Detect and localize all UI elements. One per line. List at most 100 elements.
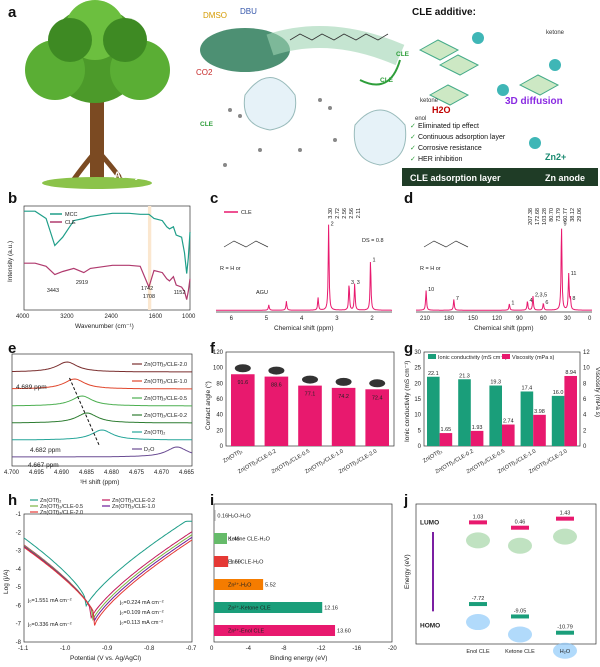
peak-annotation: 2919 (76, 280, 88, 286)
legend-label: Zn(OTf)₂/CLE-2.0 (40, 510, 83, 516)
lumo-level (556, 516, 574, 521)
diffusion-label: 3D diffusion (505, 96, 563, 107)
homo-level (469, 602, 487, 607)
peak-annotation: 1742 (141, 286, 153, 292)
bar-conductivity (427, 376, 440, 446)
droplet-image (369, 379, 386, 388)
y2-tick-label: 2 (583, 428, 587, 434)
nmr-trace (12, 446, 193, 458)
chart-g-conductivity-viscosity: 0 5 10 15 20 25 30 0 2 4 6 8 10 12 22.1 1.65 Zn(OTf)₂ 21.… (404, 350, 600, 475)
structure-sketch (423, 240, 469, 248)
r-label: R = H or (420, 266, 441, 272)
panel-a: a Keto-enol tautomerism Fully biobased W… (0, 0, 600, 190)
bar-value-label: 1.46 (229, 537, 240, 543)
y2-tick-label: 12 (583, 350, 590, 356)
legend-label: Zn(OTf)₂/CLE-1.0 (112, 504, 155, 510)
bar-value-label: 8.94 (565, 370, 576, 376)
check-2: Continuous adsorption layer (418, 134, 506, 141)
bar-value-label: 88.6 (271, 383, 282, 389)
legend-swatch (428, 354, 436, 359)
nmr-trace (12, 395, 192, 407)
homo-level (556, 630, 574, 635)
adsorption-layer-label: CLE adsorption layer (410, 173, 501, 183)
x-category-label: Ketone CLE (505, 649, 535, 655)
x-tick-label: -1.1 (18, 646, 29, 652)
legend-label: Zn(OTf)₂ (144, 430, 165, 436)
x-axis-label: Chemical shift (ppm) (474, 325, 534, 332)
legend-label: Zn(OTf)₂/CLE-0.5 (144, 396, 187, 402)
lumo-level (511, 525, 529, 530)
x-category-label: H₂O (560, 649, 571, 655)
r-label: R = H or (220, 266, 241, 272)
y-tick-label: 100 (213, 366, 224, 372)
y-tick-label: -8 (16, 640, 22, 646)
nmr-trace (12, 429, 192, 441)
bar (365, 389, 389, 446)
y2-tick-label: 4 (583, 413, 587, 419)
x-tick-label: Zn(OTf)₂ (222, 449, 244, 465)
y-tick-label: 0 (418, 444, 422, 450)
label-ketone-2: ketone (420, 98, 439, 104)
x-tick-label: 4000 (16, 314, 30, 320)
tafel-curve (23, 520, 192, 608)
bar-category-label: H₂O-H₂O (228, 514, 251, 520)
svg-text:✓: ✓ (410, 156, 416, 163)
panel-label-d: d (404, 190, 414, 207)
x-tick-label: -0.8 (144, 646, 155, 652)
peak-annotation: 1152 (174, 290, 186, 296)
homo-label: HOMO (420, 622, 440, 629)
plot-frame (415, 503, 597, 645)
peak-shift-label: 103.28 (542, 208, 548, 225)
chart-h-tafel: Zn(OTf)₂ Zn(OTf)₂/CLE-0.2 Zn(OTf)₂/CLE-0.5… (3, 498, 197, 662)
x-tick-label: Zn(OTf)₂/CLE-2.0 (338, 449, 378, 476)
x-axis-label: ¹H shift (ppm) (80, 479, 119, 486)
tafel-curve (23, 539, 193, 626)
peak-shift-label: 38.12 (570, 208, 576, 222)
zn-anode-label: Zn anode (545, 173, 585, 183)
svg-text:✓: ✓ (410, 134, 416, 141)
j0-annotation: j₀=1.551 mA cm⁻² (27, 598, 72, 604)
peak-number: 8 (572, 296, 575, 302)
peak-shift-label: 60.77 (563, 208, 569, 222)
x-tick-label: -12 (317, 646, 326, 652)
x-axis-label: Wavenumber (cm⁻¹) (75, 323, 134, 330)
x-tick-label: 5 (265, 316, 269, 322)
x-tick-label: 4.670 (154, 470, 170, 476)
x-tick-label: 0 (588, 316, 592, 322)
x-tick-label: Zn(OTf)₂ (422, 449, 444, 465)
legend-label: Zn(OTf)₂/CLE-1.0 (144, 379, 187, 385)
peak-number: 7 (456, 296, 459, 302)
peak-number: 3 (351, 280, 354, 286)
y-tick-label: -4 (16, 567, 22, 573)
lumo-value: 0.46 (515, 520, 526, 526)
y-tick-label: 20 (216, 428, 223, 434)
bar (298, 385, 322, 446)
y-tick-label: 20 (414, 381, 421, 387)
nmr-trace (12, 412, 192, 424)
droplet-image (335, 377, 352, 386)
bar (214, 510, 216, 521)
y-axis-label: Contact angle (°) (204, 381, 212, 430)
peak-annotation: 1708 (143, 294, 155, 300)
x-tick-label: 60 (540, 316, 547, 322)
legend-label: Zn(OTf)₂/CLE-2.0 (144, 362, 187, 368)
structure-sketch (223, 240, 269, 248)
plot-frame (23, 205, 191, 311)
peak-number: 2 (331, 222, 334, 228)
check-1: Eliminated tip effect (418, 123, 479, 130)
bar (214, 602, 323, 613)
y-tick-label: 40 (216, 413, 223, 419)
bar-conductivity (551, 395, 565, 446)
arrow-label-cle-1: CLE (396, 51, 410, 58)
y2-axis-label: Viscosity (mPa s) (594, 367, 600, 417)
orbital-image (508, 537, 532, 554)
spectrum-line (416, 228, 592, 311)
bar (214, 625, 336, 636)
droplet-image (234, 364, 251, 373)
cellulose-chain (289, 33, 389, 41)
peak-annotation: 3443 (47, 288, 59, 294)
bar-value-label: 16.0 (553, 390, 564, 396)
chart-j-homo-lumo: LUMO HOMO 1.03 -7.72 Enol CLE 0.46 -9.05 Ketone… (404, 503, 597, 659)
bullet-4: Atom-economic reaction (114, 155, 226, 166)
bar (214, 556, 229, 567)
